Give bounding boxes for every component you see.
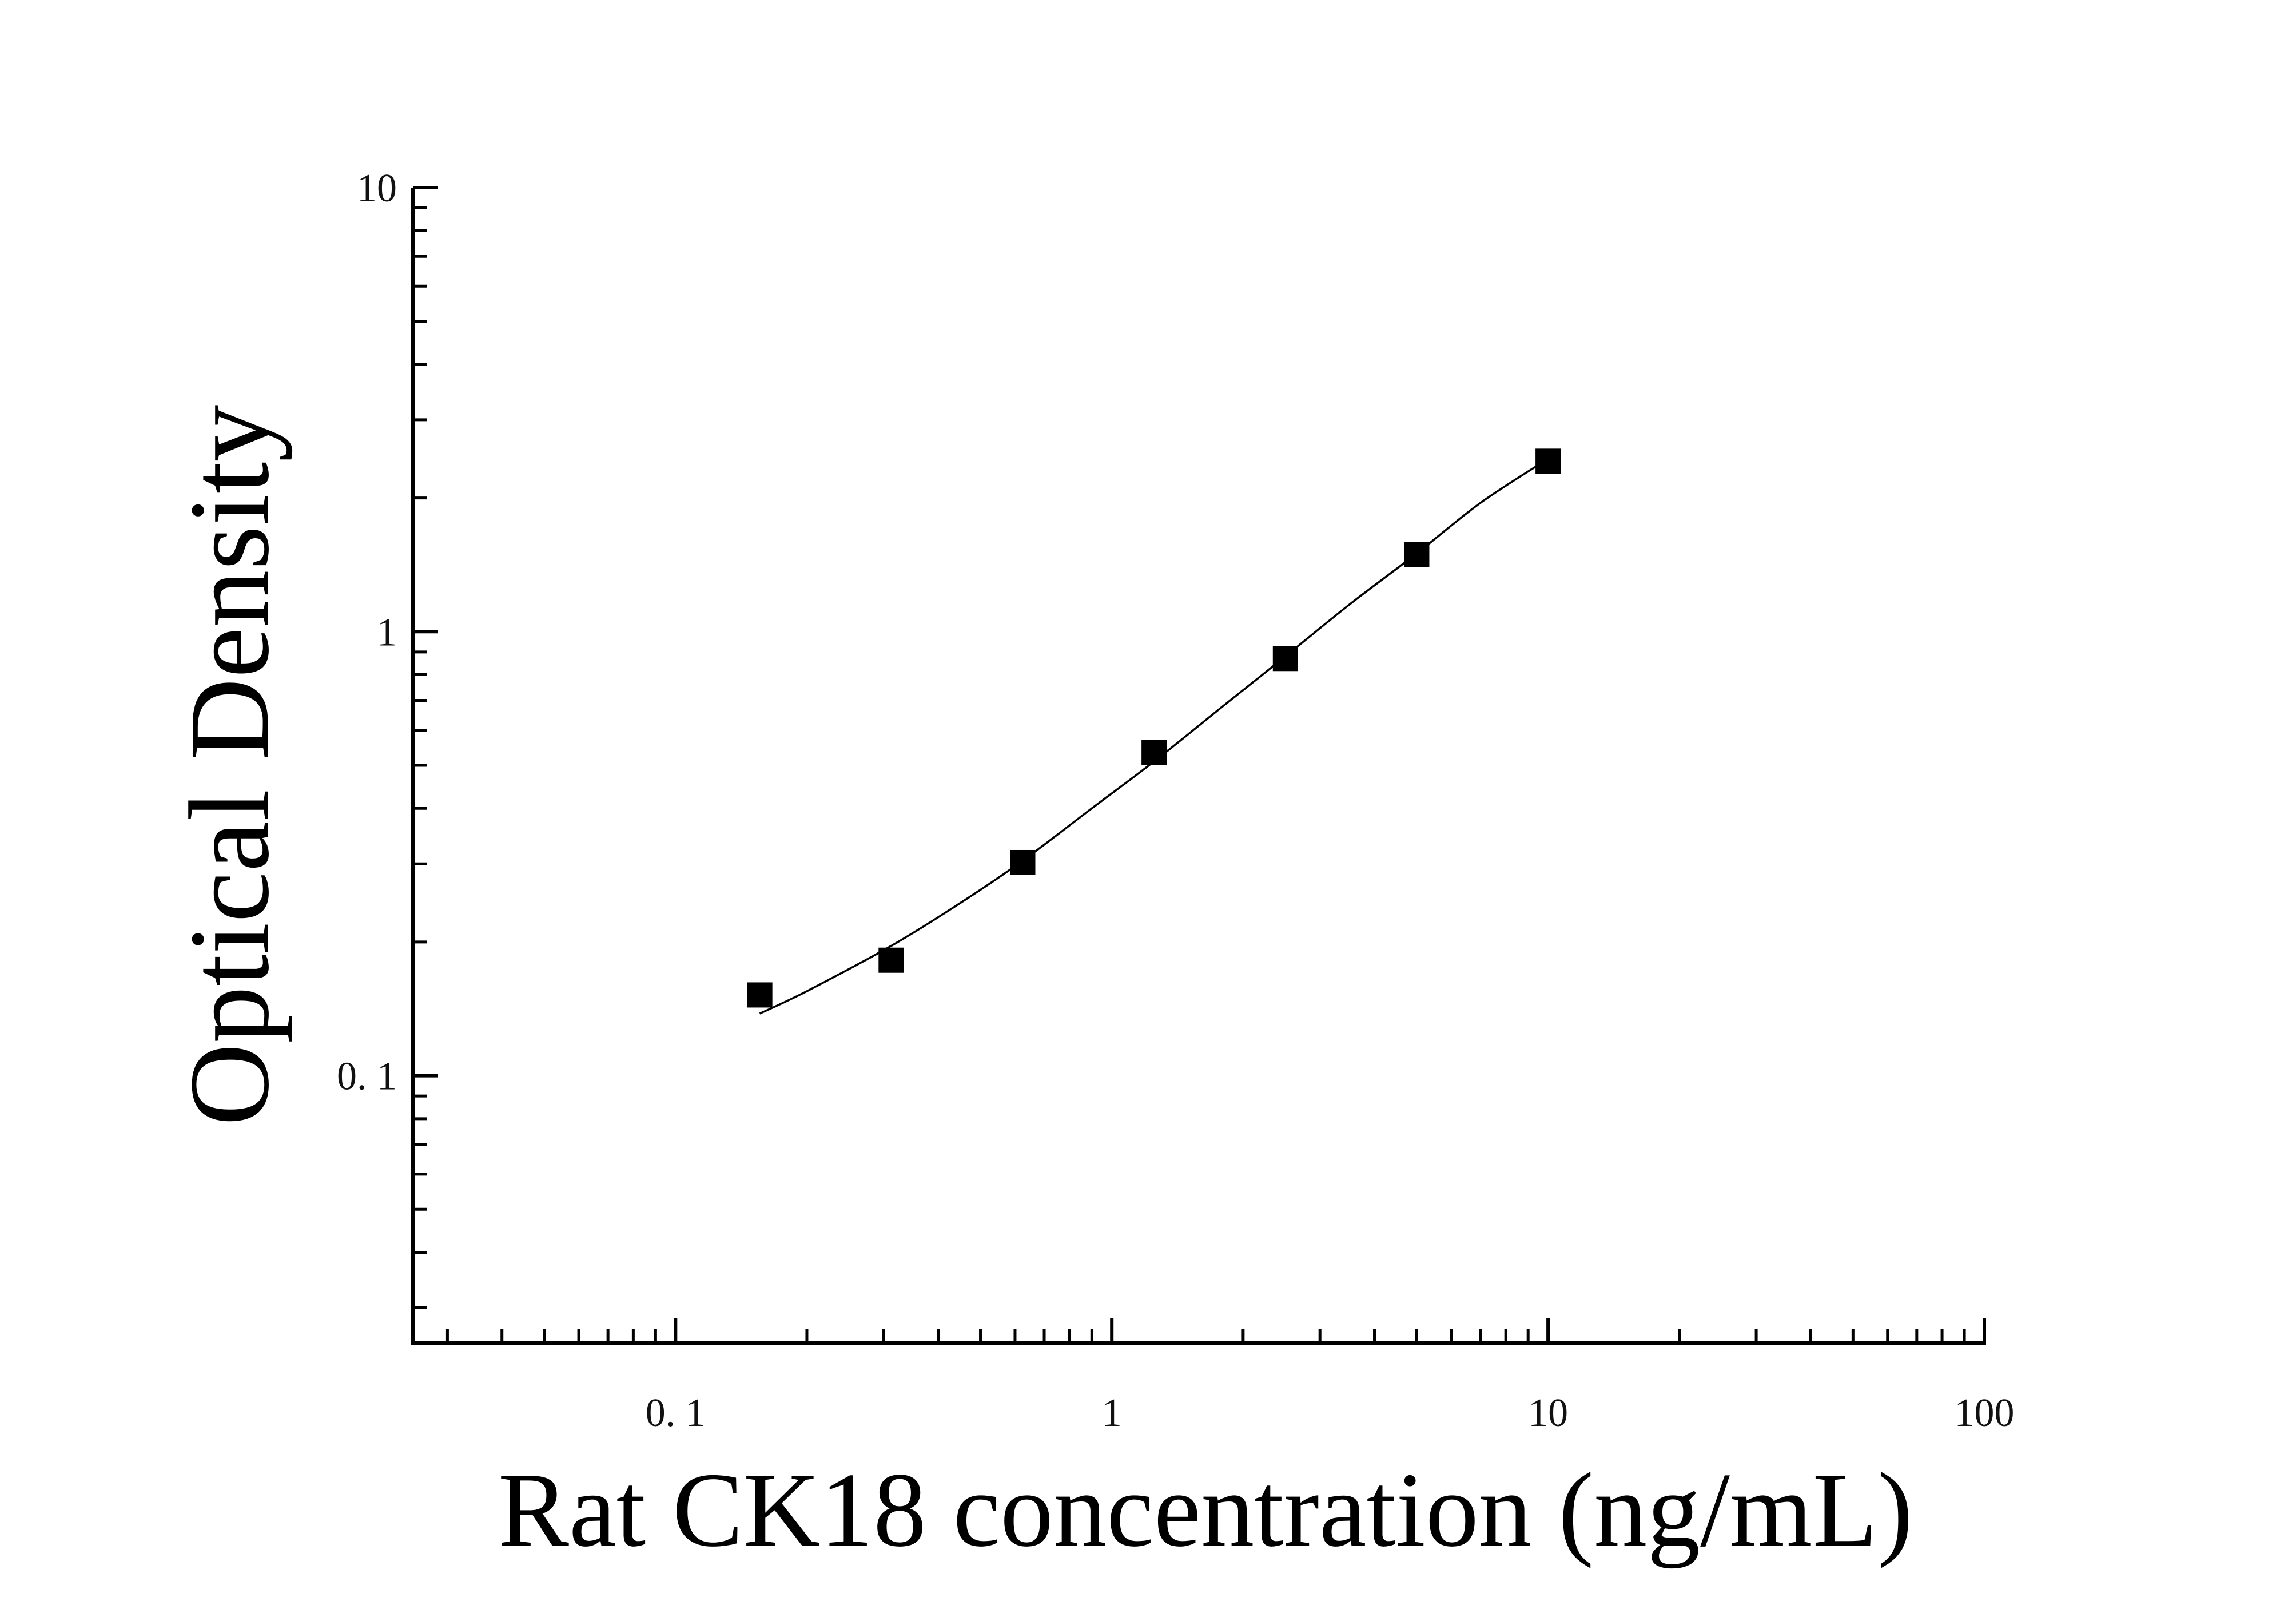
x-axis-title: Rat CK18 concentration (ng/mL) bbox=[498, 1451, 1913, 1569]
data-point bbox=[1535, 448, 1561, 474]
data-point bbox=[878, 947, 904, 973]
x-tick-label: 10 bbox=[1528, 1391, 1568, 1435]
y-tick-label: 1 bbox=[377, 610, 397, 654]
data-points-group bbox=[747, 448, 1561, 1008]
x-tick-label: 100 bbox=[1955, 1391, 2015, 1435]
x-tick-label: 1 bbox=[1102, 1391, 1122, 1435]
fit-curve bbox=[759, 458, 1549, 1015]
data-point bbox=[1272, 646, 1298, 672]
axes: 0. 1 1 10 100 0. 1 1 10 bbox=[337, 166, 2015, 1435]
data-point bbox=[1404, 542, 1430, 567]
y-axis-title: Optical Density bbox=[166, 405, 293, 1126]
data-point bbox=[747, 982, 773, 1008]
data-point bbox=[1010, 849, 1036, 875]
x-tick-label: 0. 1 bbox=[646, 1391, 706, 1435]
fit-curve-group bbox=[759, 458, 1549, 1015]
y-tick-label: 10 bbox=[357, 166, 397, 210]
y-tick-label: 0. 1 bbox=[337, 1055, 397, 1099]
data-point bbox=[1141, 740, 1167, 765]
